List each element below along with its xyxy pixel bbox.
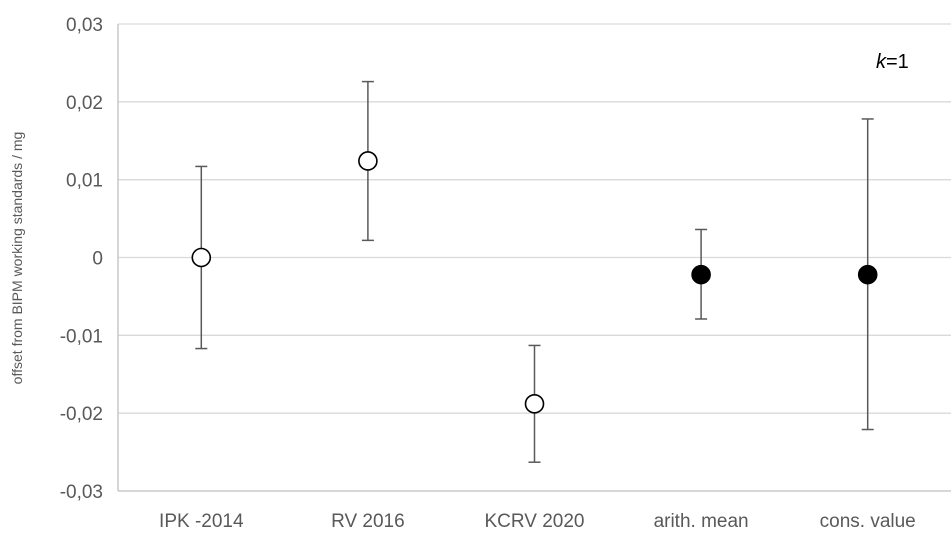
y-tick-label: -0,01 [60,326,103,347]
y-tick-label: -0,02 [60,404,103,425]
x-tick-label: RV 2016 [331,511,405,532]
filled-marker [857,264,878,285]
y-tick-label: 0,03 [66,15,103,36]
x-tick-label: arith. mean [654,511,749,532]
x-tick-labels: IPK -2014 RV 2016 KCRV 2020 arith. mean cons… [159,511,916,532]
k-annotation-rest: =1 [886,51,909,73]
y-axis-label: offset from BIPM working standards / mg [9,132,25,385]
k-annotation: k=1 [876,51,909,73]
y-tick-label: 0,01 [66,171,103,192]
x-tick-label: IPK -2014 [159,511,244,532]
k-annotation-italic: k [876,51,887,73]
filled-marker [691,264,711,285]
y-tick-label: -0,03 [60,482,103,503]
y-tick-label: 0,02 [66,93,103,114]
x-tick-label: KCRV 2020 [485,511,585,532]
data-points [191,151,878,414]
axes [117,24,951,492]
open-marker [358,151,378,171]
y-tick-label: 0 [92,249,103,270]
x-tick-label: cons. value [820,511,916,532]
open-marker [524,394,545,414]
open-marker [191,247,212,268]
y-tick-labels: 0,03 0,02 0,01 0 -0,01 -0,02 -0,03 [60,15,103,503]
